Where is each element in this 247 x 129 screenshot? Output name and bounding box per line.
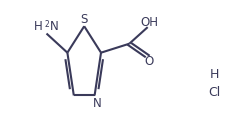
Text: N: N xyxy=(93,97,102,110)
Text: 2: 2 xyxy=(44,20,49,29)
Text: H: H xyxy=(210,68,219,81)
Text: N: N xyxy=(49,20,58,33)
Text: Cl: Cl xyxy=(208,86,221,99)
Text: O: O xyxy=(144,55,154,68)
Text: S: S xyxy=(81,13,88,26)
Text: H: H xyxy=(34,20,42,33)
Text: OH: OH xyxy=(140,15,158,29)
